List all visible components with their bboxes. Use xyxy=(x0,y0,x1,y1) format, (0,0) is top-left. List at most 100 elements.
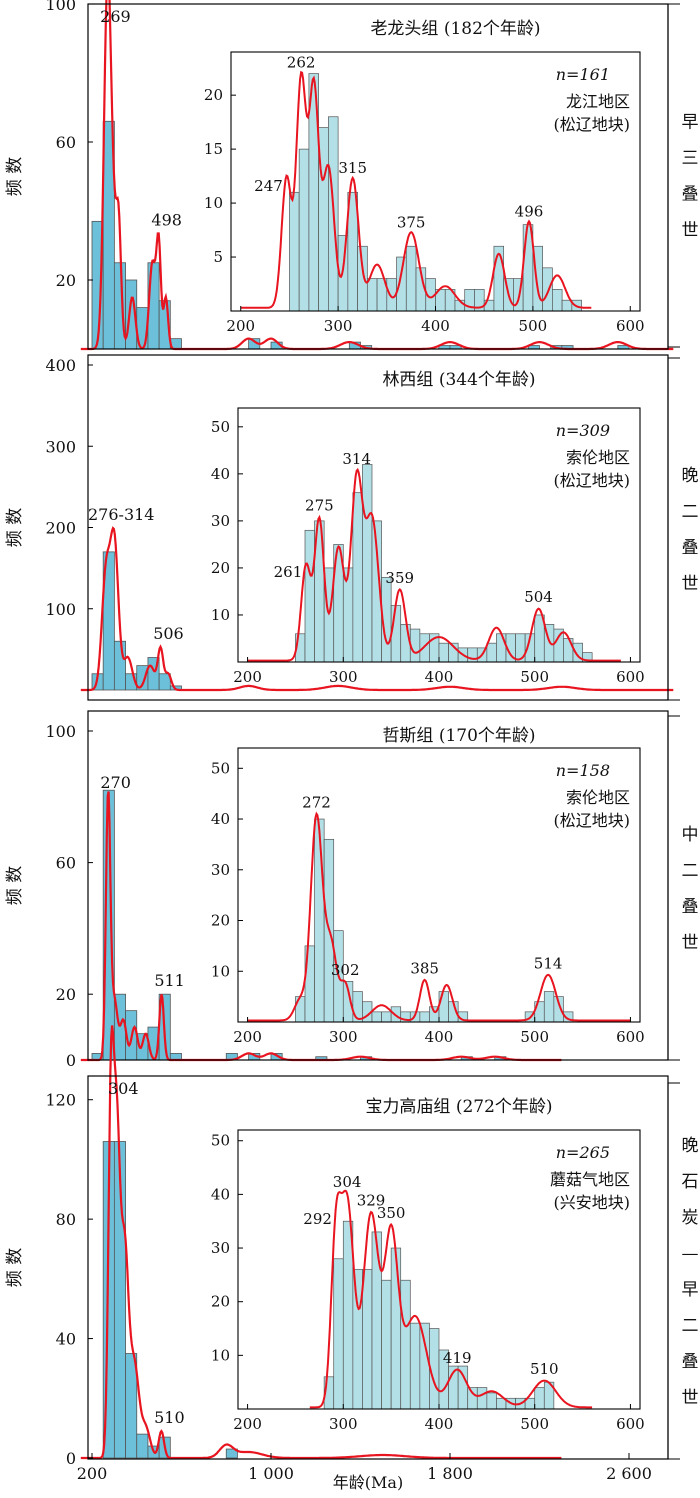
inset-y-tick-label: 20 xyxy=(211,912,230,930)
period-bracket: 早三叠世 xyxy=(667,3,699,348)
panel-title: 老龙头组 (182个年龄) xyxy=(370,19,540,39)
inset-y-tick-label: 20 xyxy=(204,86,223,104)
x-tick-label: 1 000 xyxy=(248,1464,294,1483)
inset-y-tick-label: 30 xyxy=(211,861,230,879)
main-bar xyxy=(113,640,126,691)
inset-bar xyxy=(409,1322,421,1410)
inset-y-tick-label: 10 xyxy=(204,194,223,212)
period-char: 早 xyxy=(682,1280,699,1300)
period-char: 中 xyxy=(682,825,699,845)
period-char: 世 xyxy=(682,933,699,953)
y-tick-label: 400 xyxy=(45,356,76,375)
inset-bar xyxy=(390,605,402,663)
inset-bar xyxy=(304,529,315,663)
bottom-x-axis: 年龄(Ma) 200 1 000 1 800 2 600 xyxy=(77,1453,652,1492)
period-char: 早 xyxy=(682,113,699,133)
x-tick-label: 200 xyxy=(77,1464,108,1483)
y-tick-label: 80 xyxy=(56,1210,76,1229)
inset-y-tick-label: 20 xyxy=(211,1293,230,1311)
main-bar xyxy=(113,1141,126,1459)
inset-peak-label: 262 xyxy=(287,54,316,72)
inset-bar xyxy=(362,1269,373,1410)
inset-bar xyxy=(542,267,553,312)
inset-peak-label: 329 xyxy=(357,1192,386,1210)
inset-x-tick-label: 300 xyxy=(329,668,358,686)
inset-x-tick-label: 200 xyxy=(233,668,262,686)
inset-block-label: (兴安地块) xyxy=(554,1193,631,1212)
panel-3: 0 20 60 100 频 数 270 511 哲斯组 (170个年龄) 200 300 400 50… xyxy=(5,710,699,1070)
inset-x-tick-label: 600 xyxy=(616,1415,645,1433)
inset-peak-label: 314 xyxy=(342,450,371,468)
inset-bar xyxy=(396,256,407,312)
inset-bar xyxy=(493,245,505,312)
main-peak-label: 304 xyxy=(108,1079,139,1098)
inset-n-label: n=265 xyxy=(556,1143,610,1162)
period-char: 二 xyxy=(682,861,699,881)
inset-peak-label: 359 xyxy=(385,569,414,587)
inset-peak-label: 496 xyxy=(515,203,544,221)
y-tick-label: 0 xyxy=(66,1051,76,1070)
inset-x-tick-label: 400 xyxy=(421,317,450,335)
period-bracket-line xyxy=(667,1082,680,1460)
y-tick-label: 100 xyxy=(45,600,76,619)
main-peak-label: 269 xyxy=(100,7,131,26)
inset-bar xyxy=(371,1231,382,1410)
main-peak-label: 276-314 xyxy=(88,505,154,524)
inset-histogram xyxy=(323,1220,555,1410)
inset-x-tick-label: 300 xyxy=(324,317,353,335)
inset-bar xyxy=(333,1258,344,1410)
y-tick-label: 60 xyxy=(56,133,76,152)
inset-y-tick-label: 10 xyxy=(211,962,230,980)
inset-bar xyxy=(438,642,449,663)
period-char: 世 xyxy=(682,1388,699,1408)
period-char: 叠 xyxy=(682,538,699,558)
inset-bar xyxy=(371,1011,382,1023)
inset-region-label: 蘑菇气地区 xyxy=(550,1170,630,1189)
period-char: 二 xyxy=(682,502,699,522)
inset-n-label: n=309 xyxy=(556,421,610,440)
inset-kde-curve xyxy=(309,1189,593,1409)
inset-bar xyxy=(357,245,368,312)
y-axis-label: 频 数 xyxy=(5,866,25,905)
inset-bar xyxy=(314,818,325,1023)
period-char: 叠 xyxy=(682,897,699,917)
inset-peak-label: 261 xyxy=(274,563,303,581)
main-bar xyxy=(102,551,115,691)
period-label: 晚石炭 — 早二叠世 xyxy=(682,1136,699,1408)
inset-peak-label: 375 xyxy=(397,213,426,231)
inset-y-tick-label: 30 xyxy=(211,512,230,530)
y-tick-label: 40 xyxy=(56,1330,76,1349)
main-bar xyxy=(136,1433,149,1459)
y-axis-label: 频 数 xyxy=(5,157,25,196)
inset-bar xyxy=(543,991,555,1023)
inset-block-label: (松辽地块) xyxy=(554,115,631,134)
y-axis-label: 频 数 xyxy=(5,1248,25,1287)
inset-region-label: 索伦地区 xyxy=(566,788,630,807)
inset-bar xyxy=(563,638,574,663)
inset-block-label: (松辽地块) xyxy=(554,471,631,490)
inset-bar xyxy=(419,633,430,663)
y-tick-label: 20 xyxy=(56,271,76,290)
inset-peak-label: 510 xyxy=(530,1360,559,1378)
main-kde-curve xyxy=(80,526,674,692)
period-bracket-line xyxy=(667,3,680,348)
inset-peak-label: 304 xyxy=(333,1173,362,1191)
period-bracket-line xyxy=(667,357,680,701)
inset-x-tick-label: 500 xyxy=(520,668,549,686)
inset-bar xyxy=(419,1322,430,1410)
inset-peak-label: 315 xyxy=(338,159,367,177)
inset-y-tick-label: 15 xyxy=(204,140,223,158)
inset-peak-label: 350 xyxy=(377,1204,406,1222)
main-bar xyxy=(158,673,171,691)
inset-background xyxy=(238,408,640,662)
y-tick-label: 60 xyxy=(56,854,76,873)
x-tick-label: 1 800 xyxy=(427,1464,473,1483)
inset-y-tick-label: 30 xyxy=(211,1239,230,1257)
panel-title: 哲斯组 (170个年龄) xyxy=(382,726,535,746)
main-peak-label: 506 xyxy=(153,624,184,643)
inset-y-tick-label: 50 xyxy=(211,759,230,777)
y-tick-label: 100 xyxy=(45,0,76,14)
period-label: 早三叠世 xyxy=(682,113,699,241)
period-char: 世 xyxy=(682,221,699,241)
